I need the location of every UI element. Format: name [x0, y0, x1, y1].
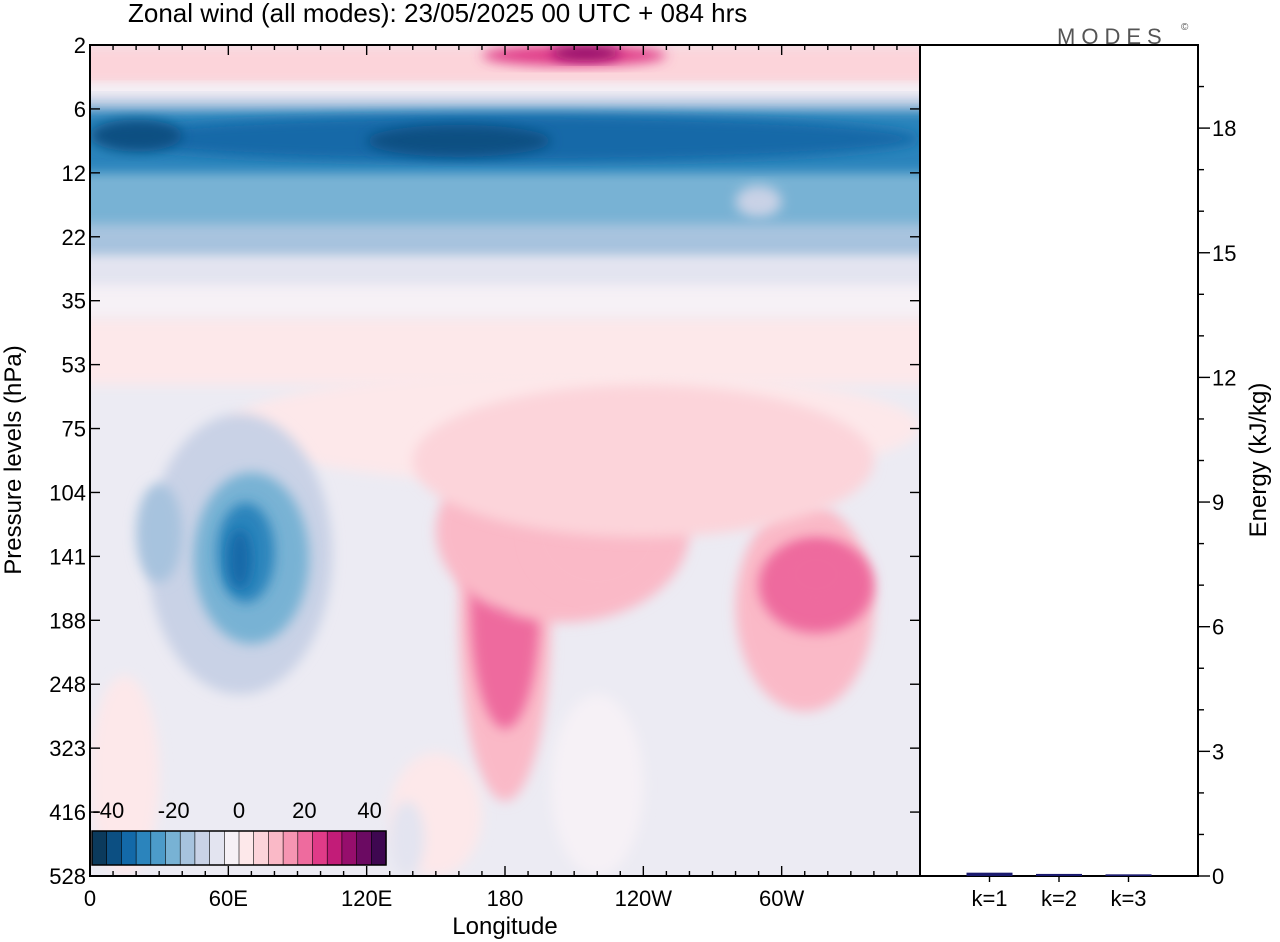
colorbar-cell [326, 830, 343, 866]
wind-band [90, 223, 920, 262]
energy-bar [966, 872, 1013, 876]
y-tick-label: 323 [49, 736, 86, 761]
y-tick-label: 35 [62, 289, 86, 314]
energy-bars [966, 872, 1152, 876]
energy-panel: 0 3 6 9 12 15 18 k=1 k=2 k=3 Energy (kJ/kg) [919, 44, 1272, 911]
colorbar-cell [121, 830, 137, 866]
energy-frame [919, 44, 1199, 877]
y-tick-label: 188 [49, 608, 86, 633]
colorbar-cell [165, 830, 181, 866]
x-tick-label: 60E [209, 886, 248, 911]
wind-cell [228, 528, 252, 590]
wind-cell [551, 694, 644, 876]
y-tick-label: 6 [74, 97, 86, 122]
energy-tick-label: 18 [1212, 116, 1236, 141]
energy-category-label: k=1 [971, 886, 1007, 911]
wind-band [90, 256, 920, 291]
energy-axis: 0 3 6 9 12 15 18 [1198, 85, 1236, 889]
y-axis: 2 6 12 22 35 53 75 104 141 188 248 323 416 528 [49, 33, 920, 889]
colorbar-cell [282, 830, 299, 866]
wind-band [90, 285, 920, 319]
colorbar-label: 20 [292, 798, 316, 823]
colorbar-cell [253, 830, 269, 866]
y-tick-label: 22 [62, 225, 86, 250]
colorbar-cell [370, 830, 387, 866]
colorbar-label: -20 [158, 798, 190, 823]
x-tick-label: 120W [615, 886, 673, 911]
heatmap-field [90, 45, 920, 876]
wind-cell [136, 483, 183, 583]
colorbar-cell [238, 830, 255, 866]
colorbar-cell [91, 830, 108, 866]
colorbar-cell [356, 830, 372, 866]
energy-tick-label: 0 [1212, 864, 1224, 889]
x-tick-label: 0 [84, 886, 96, 911]
colorbar-cell [312, 830, 328, 866]
x-tick-label: 120E [341, 886, 392, 911]
chart-title: Zonal wind (all modes): 23/05/2025 00 UT… [128, 0, 747, 28]
y-tick-label: 141 [49, 544, 86, 569]
energy-bar [1105, 874, 1152, 876]
wind-cell [90, 675, 160, 876]
energy-tick-label: 15 [1212, 241, 1236, 266]
colorbar-frame [91, 830, 387, 866]
wind-cell [90, 119, 183, 152]
energy-tick-label: 3 [1212, 739, 1224, 764]
y-tick-label: 12 [62, 161, 86, 186]
colorbar-labels: -40 -20 0 20 40 [92, 798, 381, 823]
wind-cell [735, 185, 782, 218]
energy-category-label: k=2 [1041, 886, 1077, 911]
y-tick-label: 104 [49, 480, 86, 505]
energy-category-label: k=3 [1110, 886, 1146, 911]
wind-cell [551, 45, 621, 61]
colorbar: -40 -20 0 20 40 [91, 798, 387, 866]
y-tick-label: 248 [49, 672, 86, 697]
colorbar-cell [341, 830, 358, 866]
colorbar-cell [194, 830, 211, 866]
wind-cell [366, 124, 552, 157]
colorbar-cell [179, 830, 196, 866]
wind-cell [781, 546, 851, 603]
y-tick-label: 75 [62, 417, 86, 442]
energy-tick-label: 9 [1212, 490, 1224, 515]
colorbar-cell [135, 830, 152, 866]
energy-tick-label: 12 [1212, 365, 1236, 390]
colorbar-label: -40 [92, 798, 124, 823]
heatmap-panel [89, 44, 921, 877]
colorbar-cells [91, 830, 387, 866]
colorbar-label: 40 [357, 798, 381, 823]
x-axis-label: Longitude [452, 913, 557, 940]
colorbar-cell [106, 830, 122, 866]
energy-categories: k=1 k=2 k=3 [971, 876, 1147, 911]
colorbar-cell [209, 830, 225, 866]
energy-tick-label: 6 [1212, 615, 1224, 640]
wind-cell [389, 801, 425, 876]
wind-cell [412, 384, 874, 538]
y-tick-label: 2 [74, 33, 86, 58]
colorbar-label: 0 [233, 798, 245, 823]
y-tick-label: 528 [49, 864, 86, 889]
brand-mark: © [1181, 22, 1189, 33]
colorbar-cell [150, 830, 167, 866]
y-tick-label: 53 [62, 353, 86, 378]
energy-bar [1036, 873, 1082, 876]
x-tick-label: 60W [759, 886, 804, 911]
y-axis-label: Pressure levels (hPa) [0, 345, 27, 574]
energy-axis-label: Energy (kJ/kg) [1245, 383, 1272, 538]
colorbar-cell [297, 830, 314, 866]
colorbar-cell [268, 830, 284, 866]
x-tick-label: 180 [487, 886, 524, 911]
colorbar-cell [224, 830, 240, 866]
y-tick-label: 416 [49, 800, 86, 825]
